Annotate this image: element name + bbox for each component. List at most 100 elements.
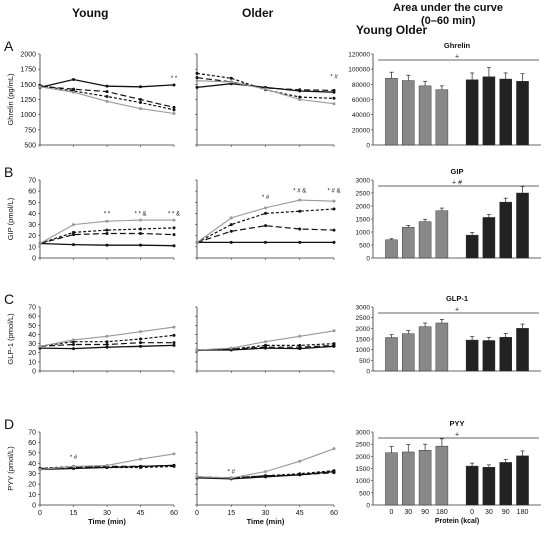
- data-point: [38, 242, 42, 246]
- x-axis-label: Time (min): [88, 517, 126, 526]
- y-tick-label: 0: [32, 369, 36, 376]
- data-point: [105, 340, 109, 344]
- young-bar: [435, 445, 449, 506]
- data-point: [105, 94, 109, 98]
- data-point: [72, 464, 75, 468]
- panel-letter: C: [4, 291, 14, 307]
- data-point: [172, 464, 176, 468]
- data-point: [298, 209, 302, 213]
- y-tick-label: 500: [359, 490, 370, 497]
- bar-panel-title: Ghrelin: [444, 41, 471, 50]
- y-tick-label: 1500: [356, 466, 371, 473]
- series-line: [196, 72, 335, 99]
- y-tick-label: 20: [28, 233, 36, 240]
- data-point: [264, 87, 267, 91]
- y-tick-label: 1000: [356, 230, 371, 237]
- data-point: [264, 211, 267, 215]
- data-point: [332, 102, 336, 106]
- y-axis-label: GIP (pmol/L): [6, 197, 15, 240]
- y-tick-label: 60: [28, 189, 36, 196]
- data-point: [139, 341, 142, 345]
- y-tick-label: 120000: [348, 52, 370, 59]
- significance-label: * # &: [293, 188, 306, 194]
- x-axis-label: Time (min): [247, 517, 285, 526]
- data-point: [139, 243, 142, 247]
- young-bar: [385, 78, 398, 146]
- older-bar: [516, 81, 529, 146]
- y-tick-label: 40000: [352, 112, 370, 119]
- data-point: [172, 226, 176, 230]
- young-bar: [385, 452, 398, 506]
- y-tick-label: 2000: [356, 204, 371, 211]
- y-tick-label: 2500: [356, 315, 371, 322]
- significance-label: * #: [228, 470, 236, 476]
- data-point: [72, 230, 75, 234]
- data-point: [105, 228, 109, 232]
- data-point: [298, 98, 302, 101]
- data-point: [139, 330, 142, 334]
- x-tick-label: 60: [170, 510, 178, 517]
- young-bar: [402, 451, 415, 506]
- data-point: [139, 465, 142, 469]
- young-bar: [435, 89, 449, 146]
- series-line: [196, 80, 335, 105]
- data-point: [172, 218, 176, 222]
- significance-label: * #: [70, 455, 78, 461]
- y-tick-label: 80000: [352, 82, 370, 89]
- data-point: [139, 231, 142, 235]
- data-point: [139, 101, 142, 105]
- data-point: [72, 233, 75, 237]
- data-point: [172, 111, 176, 115]
- data-point: [172, 244, 176, 248]
- panel-letter: D: [4, 416, 14, 432]
- data-point: [139, 98, 142, 101]
- bracket-label: +: [455, 432, 459, 439]
- bracket-label: + #: [452, 180, 462, 187]
- data-point: [229, 240, 233, 244]
- data-point: [105, 219, 109, 223]
- data-point: [264, 343, 267, 347]
- data-point: [332, 207, 336, 211]
- data-point: [195, 475, 199, 479]
- data-point: [72, 223, 75, 227]
- data-point: [139, 344, 142, 348]
- significance-label: * # &: [327, 188, 340, 194]
- y-tick-label: 3000: [356, 178, 371, 185]
- young-bar: [418, 450, 432, 506]
- x-tick-label: 60: [330, 510, 338, 517]
- data-point: [264, 240, 267, 244]
- young-bar: [402, 80, 415, 146]
- data-point: [105, 243, 109, 247]
- y-tick-label: 0: [32, 256, 36, 263]
- y-tick-label: 0: [366, 143, 370, 150]
- data-point: [72, 347, 75, 351]
- y-tick-label: 40: [28, 461, 36, 468]
- data-point: [332, 96, 336, 100]
- y-tick-label: 0: [366, 369, 370, 376]
- older-bar: [482, 467, 496, 506]
- panel-letter: B: [4, 164, 13, 180]
- y-tick-label: 10: [28, 359, 36, 366]
- y-tick-label: 1500: [356, 217, 371, 224]
- data-point: [105, 90, 109, 94]
- data-point: [105, 465, 109, 469]
- data-point: [139, 457, 142, 461]
- y-tick-label: 100000: [348, 67, 370, 74]
- x-tick-label: 30: [262, 510, 270, 517]
- data-point: [298, 88, 302, 92]
- y-tick-label: 1500: [356, 337, 371, 344]
- data-point: [195, 71, 199, 75]
- y-tick-label: 1500: [20, 82, 36, 89]
- y-tick-label: 20: [28, 350, 36, 357]
- data-point: [172, 325, 176, 329]
- series-line: [39, 219, 174, 244]
- data-point: [195, 348, 199, 352]
- y-tick-label: 1000: [20, 112, 36, 119]
- y-axis-label: Ghrelin (pg/mL): [6, 73, 15, 126]
- young-bar: [385, 239, 398, 259]
- older-bar: [465, 234, 479, 259]
- data-point: [229, 76, 233, 80]
- data-point: [38, 468, 42, 472]
- y-tick-label: 2000: [356, 326, 371, 333]
- data-point: [195, 85, 199, 89]
